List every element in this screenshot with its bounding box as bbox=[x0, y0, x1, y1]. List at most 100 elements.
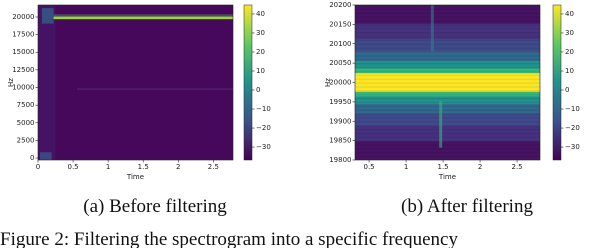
subcaption: (b) After filtering bbox=[401, 196, 533, 217]
y-tick-label: 7500 bbox=[17, 101, 35, 109]
x-tick-label: 0.5 bbox=[363, 163, 374, 171]
y-axis-label: Hz bbox=[7, 78, 15, 87]
stripe bbox=[355, 117, 540, 119]
streak bbox=[439, 101, 443, 148]
y-tick-label: 19950 bbox=[329, 98, 351, 106]
y-tick-label: 19850 bbox=[329, 137, 351, 145]
colorbar-tick-label: 20 bbox=[256, 48, 265, 56]
stripe bbox=[355, 39, 540, 42]
stripe bbox=[355, 136, 540, 138]
tone-line bbox=[53, 16, 233, 20]
x-tick-label: 1.5 bbox=[138, 163, 149, 171]
colorbar-tick-label: −20 bbox=[565, 124, 580, 132]
stripe bbox=[355, 16, 540, 18]
noise bbox=[38, 5, 56, 160]
figure-caption: Figure 2: Filtering the spectrogram into… bbox=[0, 229, 458, 248]
x-axis-label: Time bbox=[438, 173, 456, 181]
stripe bbox=[355, 148, 540, 150]
subcaption: (a) Before filtering bbox=[83, 196, 227, 217]
stripe bbox=[355, 156, 540, 158]
colorbar-tick-label: 40 bbox=[256, 10, 265, 18]
stripe bbox=[355, 36, 540, 38]
y-tick-label: 5000 bbox=[17, 119, 35, 127]
stripe bbox=[355, 105, 540, 107]
colorbar-tick-label: −10 bbox=[565, 105, 580, 113]
y-tick-label: 19900 bbox=[329, 117, 351, 125]
colorbar-tick-label: 40 bbox=[565, 10, 574, 18]
colorbar-tick-label: −30 bbox=[565, 143, 580, 151]
y-tick-label: 12500 bbox=[12, 66, 34, 74]
stripe bbox=[355, 32, 540, 34]
y-tick-label: 10000 bbox=[12, 84, 34, 92]
y-tick-label: 20000 bbox=[12, 13, 34, 21]
stripe bbox=[355, 129, 540, 131]
colorbar-tick-label: 10 bbox=[256, 67, 265, 75]
colorbar-tick-label: 30 bbox=[565, 29, 574, 37]
stripe bbox=[355, 59, 540, 61]
colorbar-tick-label: −20 bbox=[256, 124, 271, 132]
stripe bbox=[355, 74, 540, 76]
streak bbox=[430, 5, 434, 52]
y-tick-label: 17500 bbox=[12, 31, 34, 39]
stripe bbox=[355, 78, 540, 80]
x-tick-label: 2 bbox=[478, 163, 482, 171]
burst bbox=[39, 152, 52, 160]
spectrogram bbox=[355, 5, 540, 160]
x-tick-label: 2.5 bbox=[511, 163, 522, 171]
stripe bbox=[355, 140, 540, 142]
stripe bbox=[355, 24, 540, 26]
x-tick-label: 0 bbox=[36, 163, 40, 171]
stripe bbox=[355, 94, 540, 96]
y-tick-label: 15000 bbox=[12, 48, 34, 56]
spectrogram bbox=[38, 5, 233, 160]
stripe bbox=[355, 5, 540, 7]
colorbar-tick-label: 0 bbox=[565, 86, 569, 94]
x-tick-label: 2.5 bbox=[208, 163, 219, 171]
stripe bbox=[355, 132, 540, 135]
stripe bbox=[355, 67, 540, 69]
stripe bbox=[355, 55, 540, 57]
y-tick-label: 20200 bbox=[329, 1, 351, 9]
spectrogram-bg bbox=[38, 5, 233, 160]
stripe bbox=[355, 51, 540, 53]
x-tick-label: 1 bbox=[106, 163, 110, 171]
stripe bbox=[355, 113, 540, 115]
stripe bbox=[355, 109, 540, 111]
stripe bbox=[355, 47, 540, 49]
x-tick-label: 0.5 bbox=[68, 163, 79, 171]
y-axis-label: Hz bbox=[324, 78, 332, 87]
stripe bbox=[355, 152, 540, 154]
y-tick-label: 0 bbox=[30, 154, 34, 162]
y-tick-label: 19800 bbox=[329, 156, 351, 164]
stripe bbox=[355, 12, 540, 14]
x-tick-label: 2 bbox=[176, 163, 180, 171]
colorbar-tick-label: 10 bbox=[565, 67, 574, 75]
y-tick-label: 20150 bbox=[329, 20, 351, 28]
colorbar-tick-label: 20 bbox=[565, 48, 574, 56]
stripe bbox=[355, 82, 540, 84]
stripe bbox=[355, 28, 540, 30]
stripe bbox=[355, 86, 540, 88]
y-tick-label: 20000 bbox=[329, 79, 351, 87]
stripe bbox=[355, 70, 540, 73]
y-tick-label: 2500 bbox=[17, 136, 35, 144]
stripe bbox=[355, 63, 540, 65]
colorbar bbox=[552, 4, 562, 161]
stripe bbox=[355, 90, 540, 92]
stripe bbox=[355, 125, 540, 127]
stripe bbox=[355, 43, 540, 45]
band bbox=[355, 73, 540, 92]
plot-frame bbox=[37, 4, 234, 161]
y-tick-label: 20100 bbox=[329, 40, 351, 48]
stripe bbox=[355, 121, 540, 123]
colorbar-tick-label: −10 bbox=[256, 105, 271, 113]
stripe bbox=[355, 98, 540, 100]
x-axis-label: Time bbox=[126, 173, 144, 181]
faint-line bbox=[77, 88, 233, 90]
colorbar-tick-label: 0 bbox=[256, 86, 260, 94]
x-tick-label: 1 bbox=[404, 163, 408, 171]
stripe bbox=[355, 144, 540, 146]
burst bbox=[41, 8, 54, 24]
